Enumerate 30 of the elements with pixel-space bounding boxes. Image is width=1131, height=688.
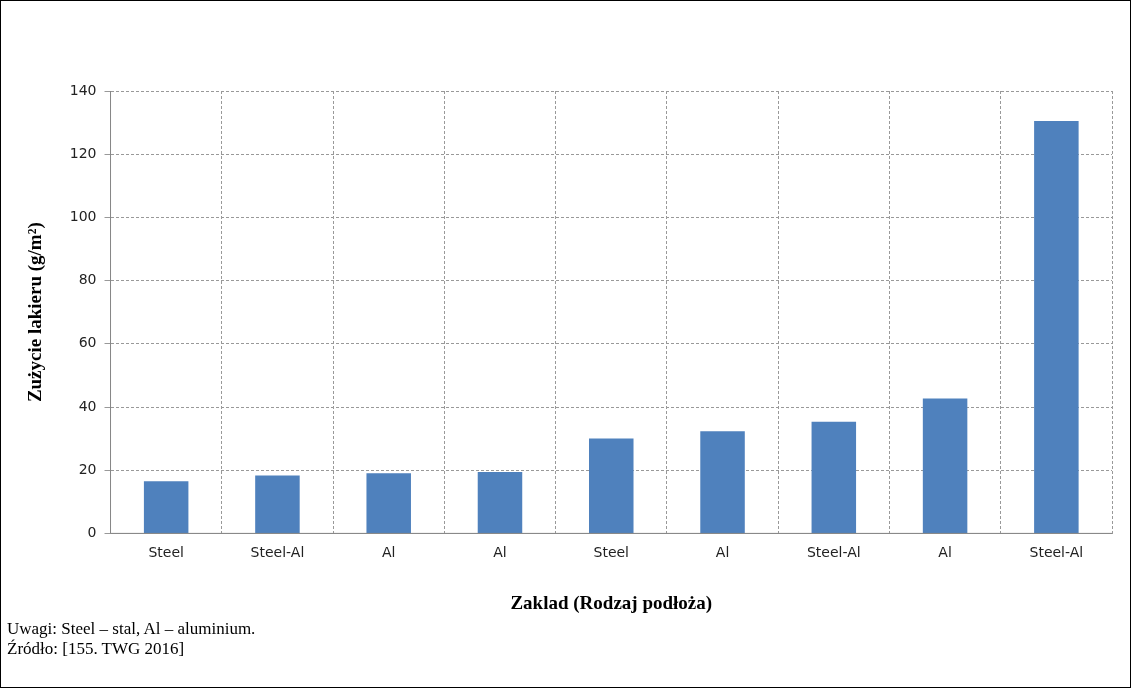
x-tick-label: Steel — [148, 544, 184, 561]
bar — [922, 398, 968, 533]
x-tick-label: Al — [493, 544, 507, 561]
bar — [589, 438, 634, 533]
y-tick-label: 140 — [69, 81, 97, 98]
x-tick-label: Al — [715, 544, 730, 561]
bar — [1034, 121, 1079, 533]
y-tick-label: 0 — [87, 524, 97, 541]
x-tick-label: Al — [381, 544, 396, 561]
bar — [477, 472, 523, 533]
bar — [143, 481, 189, 533]
bar — [811, 421, 857, 533]
x-tick-label: Steel-Al — [1029, 544, 1084, 561]
x-tick-label: Steel-Al — [250, 544, 305, 561]
y-tick-label: 120 — [69, 144, 97, 161]
bar — [255, 475, 300, 533]
x-tick-label: Steel — [593, 544, 630, 561]
bar — [366, 473, 411, 533]
bar — [700, 431, 745, 533]
x-tick-label: Steel-Al — [806, 544, 861, 561]
y-tick-label: 60 — [78, 334, 97, 351]
y-tick-label: 20 — [78, 460, 97, 477]
y-tick-label: 100 — [69, 208, 97, 225]
y-tick-label: 80 — [78, 271, 97, 288]
x-axis-title: Zaklad (Rodzaj podłoża) — [510, 591, 713, 614]
text: Uwagi: Steel – stal, Al – aluminium. — [7, 619, 256, 639]
x-tick-label: Al — [938, 544, 952, 561]
text: Źródło: [155. TWG 2016] — [7, 639, 186, 659]
y-axis-title: Zużycie lakieru (g/m²) — [24, 222, 47, 403]
y-tick-label: 40 — [78, 397, 97, 414]
